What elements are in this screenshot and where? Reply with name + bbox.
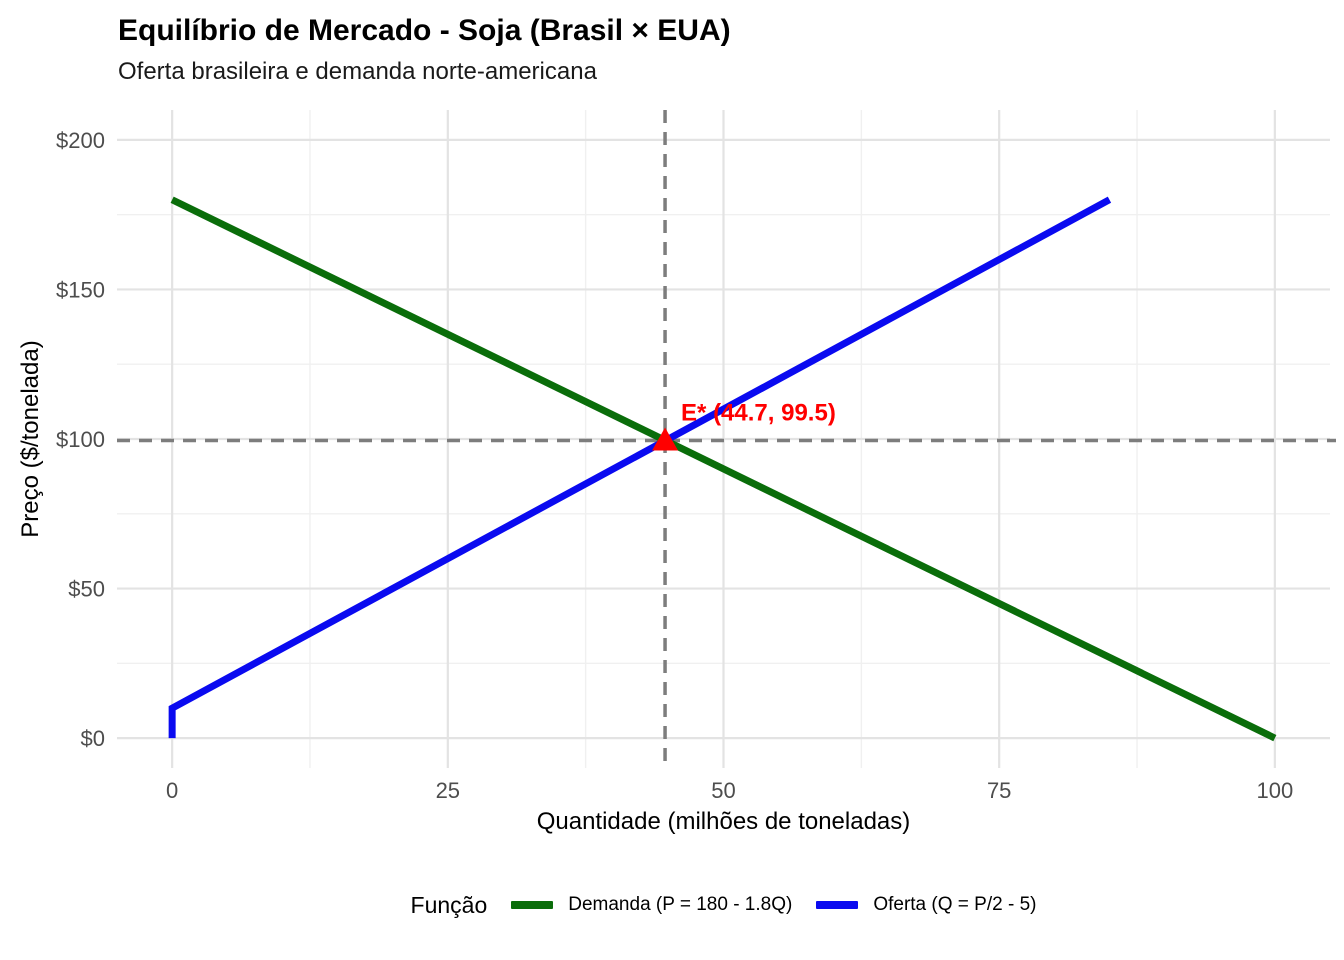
x-tick-label: 50	[711, 778, 735, 803]
equilibrium-marker-group	[652, 427, 679, 451]
legend-item-supply: Oferta (Q = P/2 - 5)	[816, 894, 1036, 916]
demand-line-swatch	[511, 901, 554, 909]
demand-curve	[170, 196, 1277, 742]
supply-legend-label: Oferta (Q = P/2 - 5)	[873, 894, 1037, 915]
legend-item-demand: Demanda (P = 180 - 1.8Q)	[511, 894, 792, 916]
y-tick-label: $0	[81, 726, 105, 751]
legend: Função Demanda (P = 180 - 1.8Q) Oferta (…	[117, 882, 1330, 928]
y-tick-label: $150	[56, 277, 105, 302]
x-tick-label: 25	[436, 778, 460, 803]
chart-title: Equilíbrio de Mercado - Soja (Brasil × E…	[118, 14, 731, 47]
equilibrium-label: E* (44.7, 99.5)	[681, 399, 836, 426]
y-axis-title: Preço ($/tonelada)	[17, 340, 44, 538]
x-tick-label: 0	[166, 778, 178, 803]
legend-title: Função	[410, 891, 488, 918]
x-tick-label: 75	[987, 778, 1011, 803]
y-tick-label: $50	[68, 577, 105, 602]
chart-subtitle: Oferta brasileira e demanda norte-americ…	[118, 58, 597, 85]
x-tick-label: 100	[1257, 778, 1294, 803]
equilibrium-marker	[652, 427, 679, 451]
axis-tick-labels: 0 25 50 75 100 $0 $50 $100 $150 $200	[56, 128, 1293, 803]
x-axis-title: Quantidade (milhões de toneladas)	[536, 808, 911, 835]
demand-legend-label: Demanda (P = 180 - 1.8Q)	[568, 894, 793, 915]
equilibrium-crosshair	[117, 110, 1336, 768]
y-tick-label: $200	[56, 128, 105, 153]
y-tick-label: $100	[56, 427, 105, 452]
supply-curve	[168, 196, 1112, 739]
supply-line-swatch	[816, 901, 859, 909]
series-lines	[168, 196, 1277, 742]
